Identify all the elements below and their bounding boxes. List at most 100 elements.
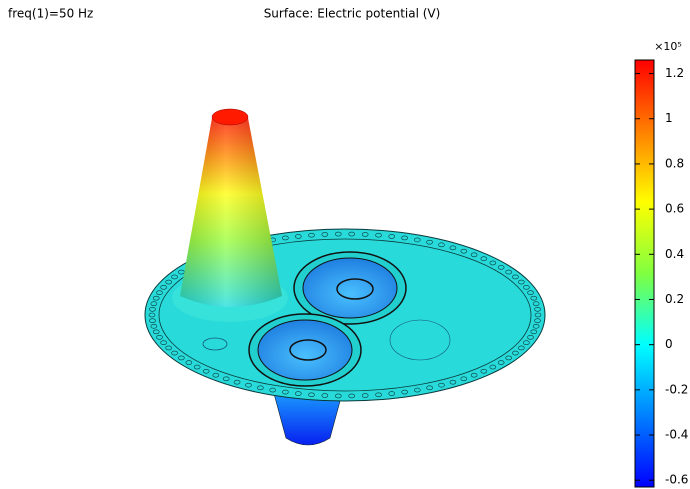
colorbar-tick-label: -0.2 <box>665 382 688 396</box>
armour-wire <box>160 284 167 290</box>
lower-cone <box>272 389 344 446</box>
armour-wire <box>518 345 525 351</box>
armour-wire <box>460 248 468 254</box>
armour-wire <box>295 391 302 396</box>
armour-wire <box>527 290 534 295</box>
armour-wire <box>401 389 408 395</box>
armour-wire <box>534 307 541 312</box>
armour-wire <box>523 340 530 346</box>
colorbar-tick-label: 0.6 <box>665 202 684 216</box>
armour-wire <box>523 284 530 290</box>
armour-wire <box>233 379 241 385</box>
armour-wire <box>413 387 421 393</box>
armour-wire <box>171 350 178 356</box>
fibre <box>202 337 228 351</box>
armour-wire <box>518 279 525 285</box>
armour-wire <box>348 393 356 399</box>
armour-wire <box>532 301 540 307</box>
armour-wire <box>480 256 488 262</box>
armour-wire <box>361 232 369 237</box>
armour-wire <box>308 392 315 398</box>
armour-wire <box>321 232 329 237</box>
armour-wire <box>505 269 512 275</box>
armour-wire <box>534 312 542 318</box>
armour-wire <box>348 231 356 237</box>
armour-wire <box>388 391 395 396</box>
colorbar-tick-label: 0.8 <box>665 156 684 170</box>
armour-wire <box>178 355 185 361</box>
armour-wire <box>532 323 540 329</box>
cable-insulation <box>302 257 398 319</box>
colorbar-multiplier: ×10⁵ <box>654 40 682 53</box>
armour-wire <box>413 237 421 243</box>
colorbar-tick-label: -0.4 <box>665 428 688 442</box>
armour-wire <box>282 235 289 241</box>
cone-top <box>211 108 249 126</box>
armour-wire <box>257 385 264 391</box>
armour-wire <box>426 239 433 245</box>
upper-cone-shade <box>180 118 282 307</box>
colorbar-tick-label: 0.4 <box>665 247 684 261</box>
armour-wire <box>388 234 395 239</box>
armour-wire <box>150 301 158 307</box>
armour-wire <box>530 329 538 335</box>
armour-wire <box>375 392 382 398</box>
armour-wire <box>426 385 433 391</box>
armour-wire <box>512 274 519 280</box>
armour-wire <box>148 312 156 318</box>
armour-wire <box>497 360 505 365</box>
armour-wire <box>202 368 210 374</box>
armour-wire <box>489 260 497 266</box>
armour-wire <box>527 335 534 340</box>
colorbar <box>634 59 655 488</box>
colorbar-tick-label: 1 <box>665 111 673 125</box>
armour-wire <box>269 387 277 393</box>
armour-wire <box>375 232 382 238</box>
armour-wire <box>530 295 538 301</box>
armour-wire <box>295 234 302 239</box>
armour-wire <box>149 307 156 312</box>
colorbar-tick-label: 1.2 <box>665 66 684 80</box>
armour-wire <box>460 376 468 382</box>
armour-wire <box>185 360 193 365</box>
armour-wire <box>449 379 457 385</box>
armour-wire <box>222 376 230 382</box>
armour-wire <box>512 350 519 356</box>
cable-core <box>336 278 374 300</box>
armour-wire <box>171 274 178 280</box>
armour-wire <box>165 279 172 285</box>
armour-wire <box>245 382 252 388</box>
armour-wire <box>160 340 167 346</box>
armour-wire <box>438 382 445 388</box>
armour-wire <box>308 232 315 238</box>
armour-wire <box>282 389 289 395</box>
colorbar-tick-label: -0.6 <box>665 473 688 487</box>
armour-wire <box>401 235 408 241</box>
armour-wire <box>152 329 160 335</box>
armour-wire <box>165 345 172 351</box>
armour-wire <box>470 252 478 258</box>
armour-wire <box>156 335 163 340</box>
disk-ring <box>158 238 532 392</box>
colorbar-tick-label: 0 <box>665 337 673 351</box>
surface-model <box>144 108 546 446</box>
armour-wire <box>193 364 201 370</box>
armour-wire <box>334 393 342 399</box>
armour-wire <box>449 245 457 251</box>
armour-wire <box>534 318 541 323</box>
armour-wire <box>497 265 505 270</box>
cable-insulation <box>257 319 353 381</box>
armour-wire <box>149 318 156 323</box>
filler <box>389 319 451 361</box>
armour-wire <box>480 368 488 374</box>
armour-wire <box>361 393 369 398</box>
armour-wires <box>148 231 542 399</box>
armour-wire <box>470 372 478 378</box>
cable-core <box>289 339 327 361</box>
annotation: freq(1)=50 Hz <box>8 7 93 21</box>
armour-wire <box>212 372 220 378</box>
colorbar-tick-label: 0.2 <box>665 292 684 306</box>
armour-wire <box>334 231 342 237</box>
armour-wire <box>150 323 158 329</box>
